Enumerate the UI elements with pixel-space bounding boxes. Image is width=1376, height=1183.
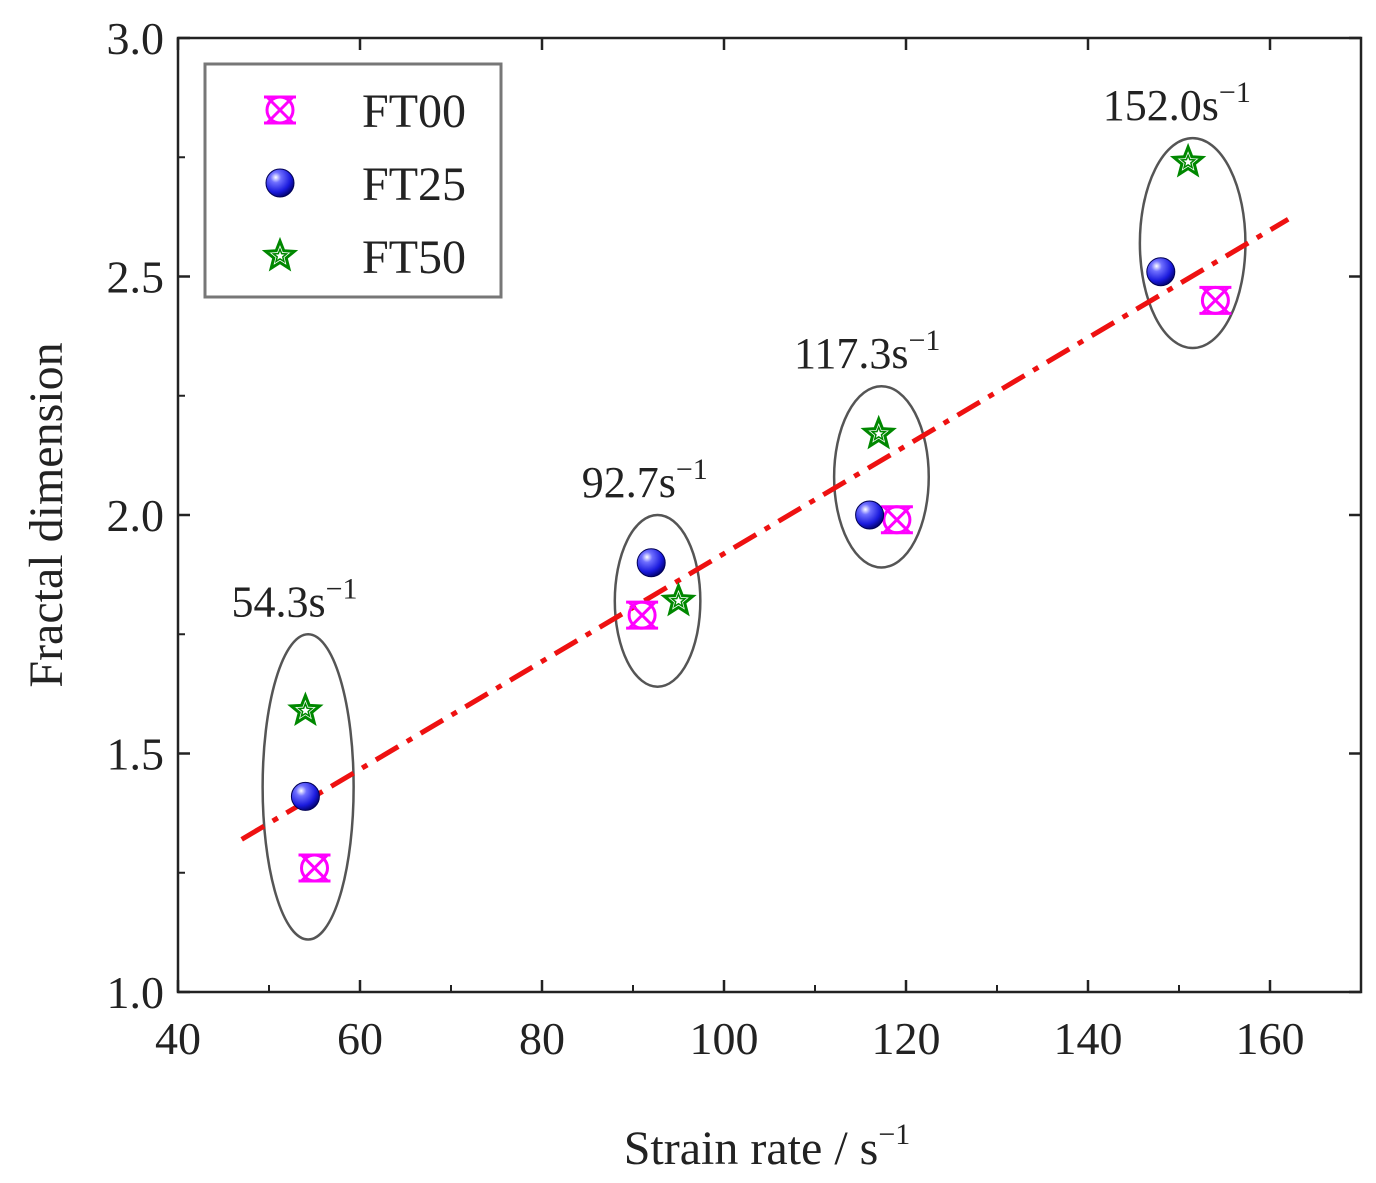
x-tick-label: 80: [519, 1013, 565, 1064]
y-tick-label: 2.0: [107, 490, 165, 541]
fit-line-layer: [240, 217, 1290, 842]
legend-box: [203, 62, 503, 299]
group-ellipse: [261, 633, 355, 941]
data-points: [287, 142, 1232, 883]
x-tick-label: 120: [872, 1013, 941, 1064]
legend-label-ft25: FT25: [362, 158, 466, 211]
x-tick-label: 40: [155, 1013, 201, 1064]
x-tick-label: 60: [337, 1013, 383, 1064]
legend-marker-ft50: [261, 236, 299, 272]
data-point-ft00: [298, 853, 331, 883]
data-point-ft25: [290, 781, 320, 811]
y-tick-label: 1.5: [107, 729, 165, 780]
x-axis-title: Strain rate / s−1: [624, 1118, 911, 1175]
strain-rate-annotation: 152.0s−1: [1103, 76, 1251, 130]
x-tick-label: 140: [1054, 1013, 1123, 1064]
y-axis-title: Fractal dimension: [20, 342, 73, 687]
strain-rate-annotation: 54.3s−1: [231, 572, 357, 626]
legend-marker-ft00: [264, 95, 296, 125]
y-tick-label: 2.5: [107, 252, 165, 303]
data-point-ft00: [1199, 285, 1232, 315]
x-tick-label: 160: [1236, 1013, 1305, 1064]
data-point-ft00: [880, 505, 913, 535]
data-point-ft25: [636, 548, 666, 578]
data-point-ft00: [626, 600, 659, 630]
legend-marker-ft25: [265, 168, 295, 198]
fit-line: [240, 217, 1290, 842]
data-point-ft50: [660, 581, 697, 617]
y-tick-label: 3.0: [107, 13, 165, 64]
group-ellipse: [832, 384, 930, 569]
data-point-ft25: [855, 500, 885, 530]
legend: FT00 FT25 FT50: [203, 62, 503, 299]
strain-rate-annotation: 92.7s−1: [582, 453, 708, 507]
data-point-ft50: [287, 691, 324, 727]
data-point-ft25: [1146, 257, 1176, 287]
strain-rate-annotation: 117.3s−1: [794, 324, 940, 378]
y-tick-label: 1.0: [107, 967, 165, 1018]
legend-label-ft50: FT50: [362, 231, 466, 284]
group-ellipse: [613, 513, 702, 688]
x-axis: 40 60 80 100 120 140 160: [155, 38, 1305, 1064]
legend-label-ft00: FT00: [362, 85, 466, 138]
group-ellipses: 54.3s−1 92.7s−1 117.3s−1 152.0s−1: [231, 76, 1251, 941]
data-point-ft50: [1169, 142, 1207, 178]
data-point-ft50: [860, 414, 897, 450]
x-tick-label: 100: [690, 1013, 759, 1064]
y-axis: 1.0 1.5 2.0 2.5 3.0: [107, 13, 1361, 1018]
